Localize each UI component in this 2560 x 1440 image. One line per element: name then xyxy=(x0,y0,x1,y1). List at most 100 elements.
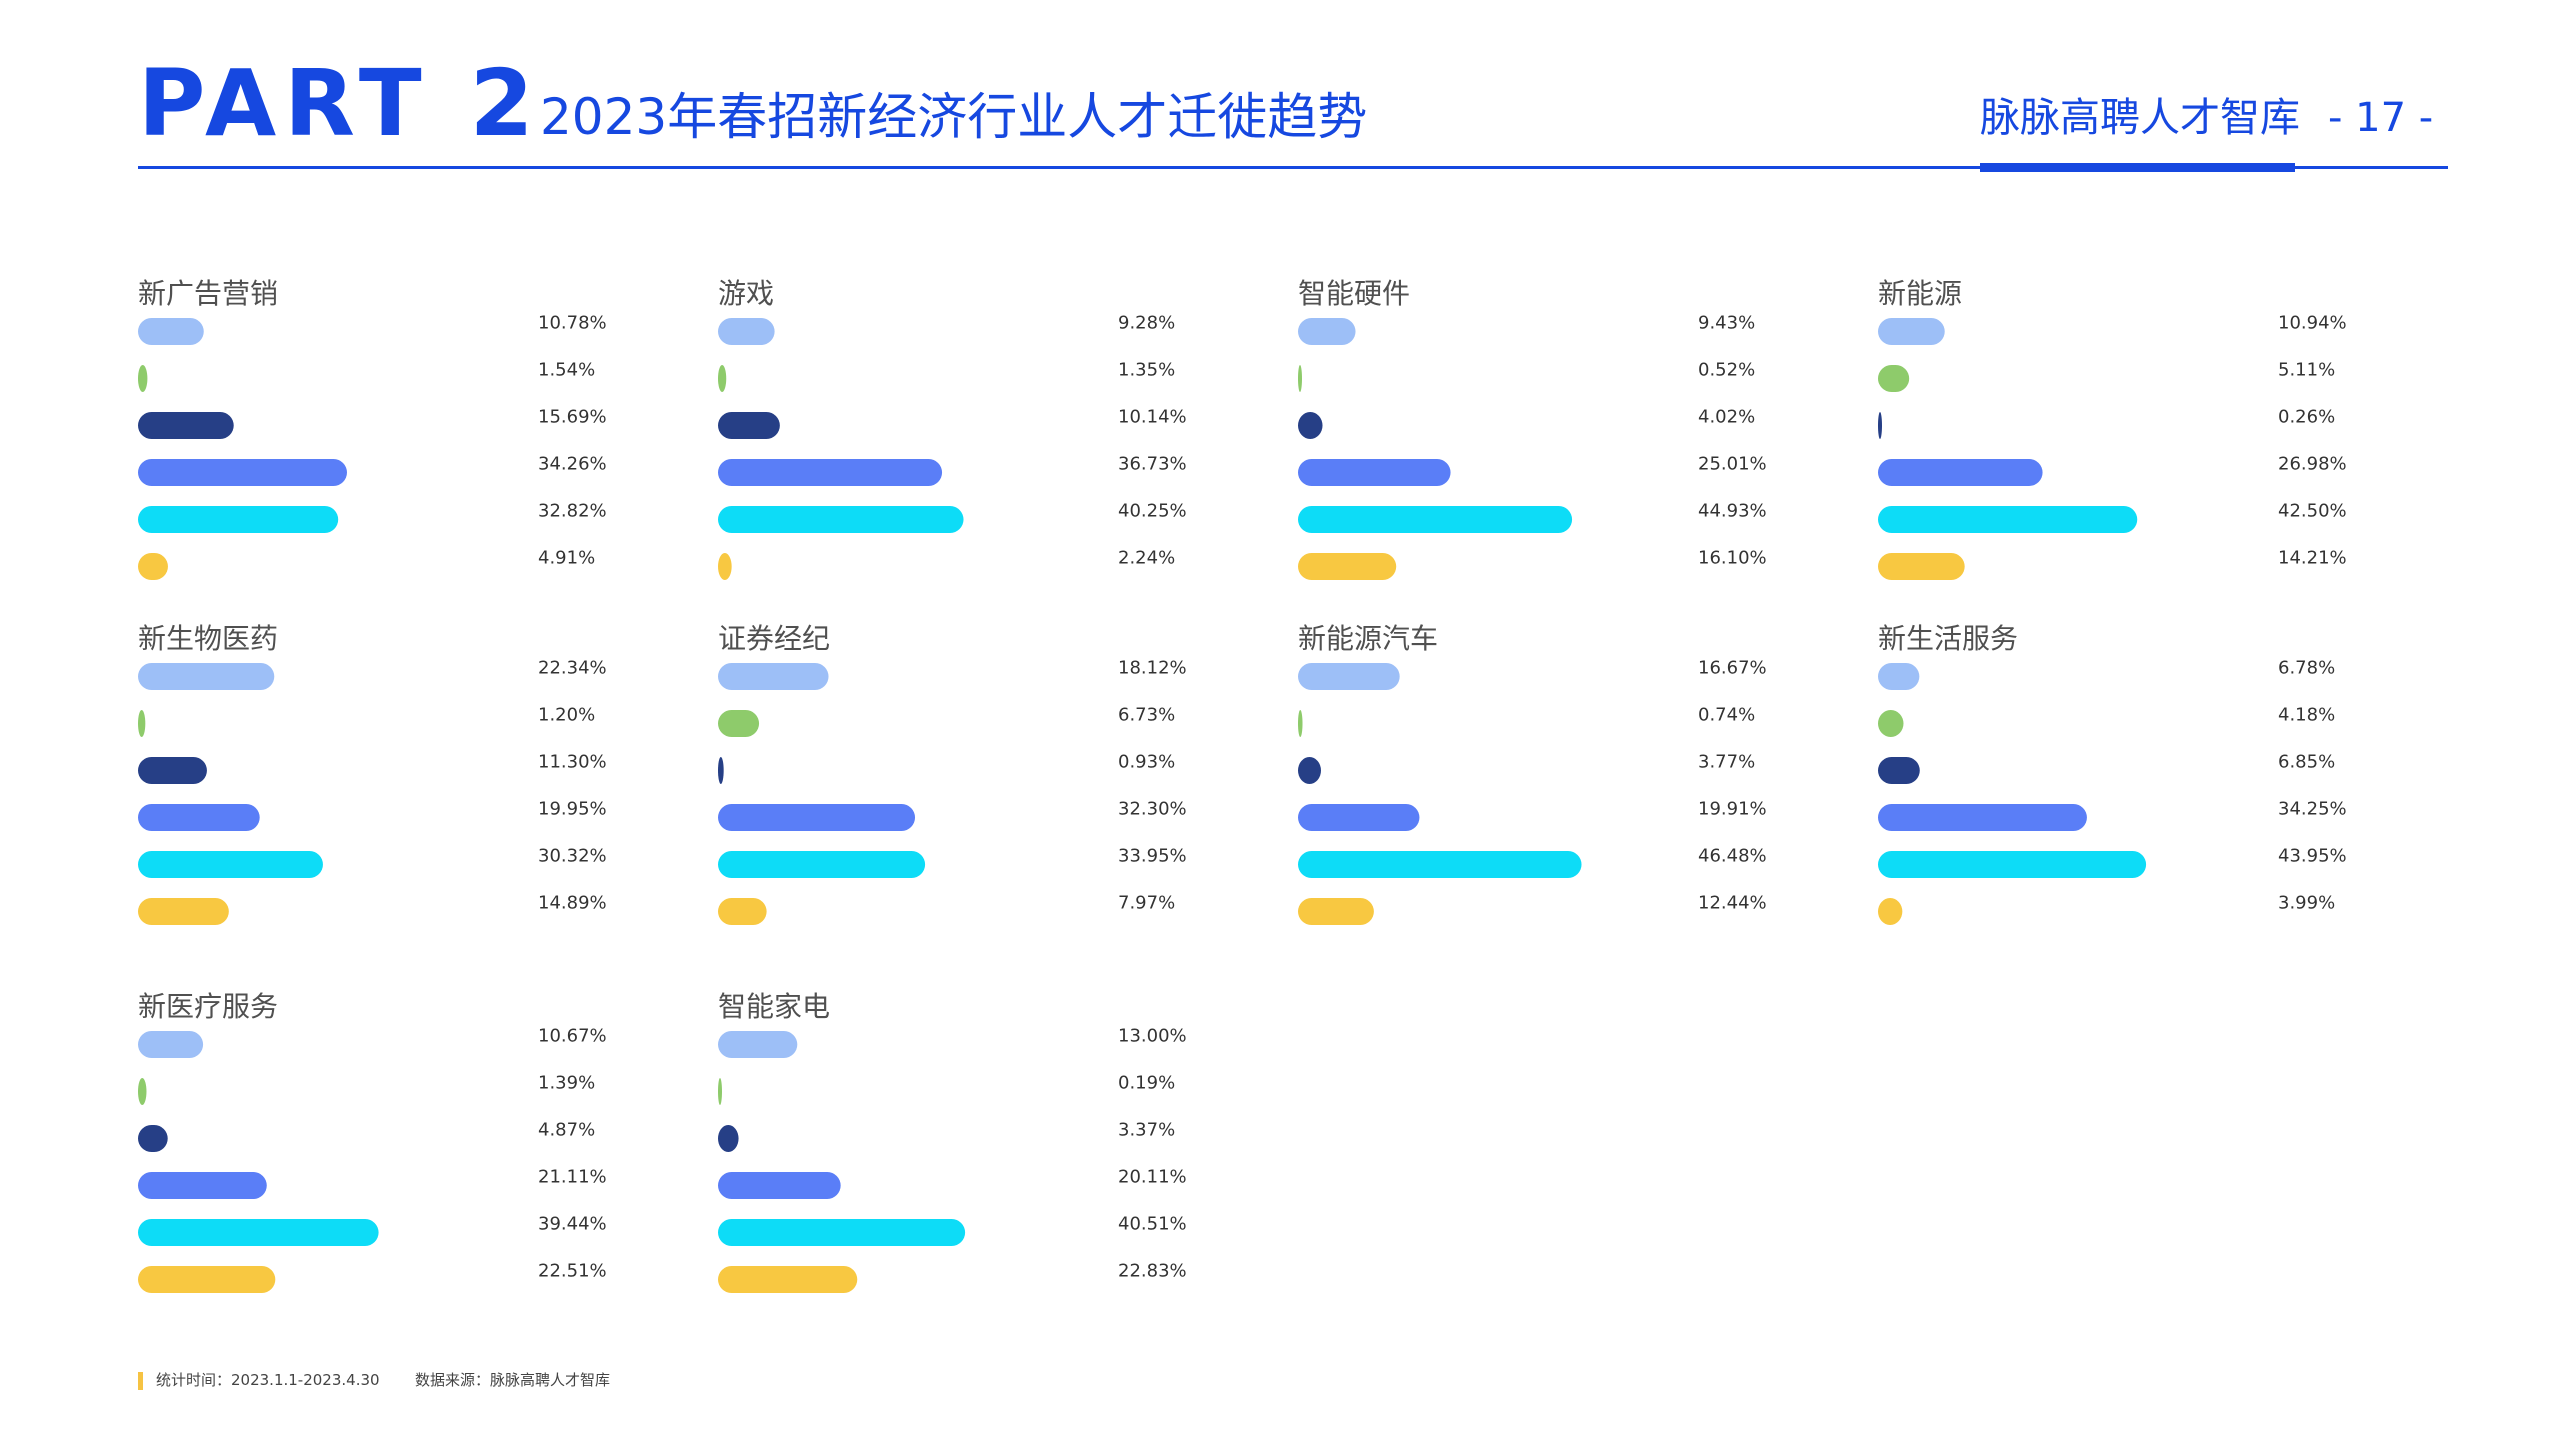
bar-chart: 22.34% 1.20% 11.30% 19.95% 30.32% 14.89% xyxy=(138,658,607,925)
chart-panel: 新能源汽车 16.67% 0.74% 3.77% 19.91% 46.48% 12.44% xyxy=(1298,625,1858,945)
chart-bar xyxy=(1298,757,1321,784)
chart-bar xyxy=(138,365,148,392)
chart-bar xyxy=(718,1125,739,1152)
bar-chart: 13.00% 0.19% 3.37% 20.11% 40.51% 22.83% xyxy=(718,1026,1187,1293)
data-label: 7.97% xyxy=(1118,893,1175,914)
chart-bar xyxy=(138,459,347,486)
data-label: 3.77% xyxy=(1698,752,1755,773)
data-label: 10.94% xyxy=(2278,313,2347,334)
chart-bar xyxy=(138,553,168,580)
data-label: 42.50% xyxy=(2278,501,2347,522)
chart-bar xyxy=(138,1172,267,1199)
chart-bar xyxy=(1878,365,1910,392)
data-label: 3.99% xyxy=(2278,893,2335,914)
chart-bar xyxy=(138,851,323,878)
chart-bar xyxy=(1298,553,1397,580)
chart-title: 证券经纪 xyxy=(718,622,831,655)
header-divider-accent xyxy=(1980,163,2295,172)
chart-bar xyxy=(1878,898,1903,925)
chart-bar xyxy=(718,710,760,737)
data-label: 4.87% xyxy=(538,1120,595,1141)
data-label: 21.11% xyxy=(538,1167,607,1188)
page-number: - 17 - xyxy=(2328,95,2434,141)
chart-bar xyxy=(1298,663,1400,690)
chart-title: 智能硬件 xyxy=(1298,277,1411,310)
chart-bar xyxy=(718,1266,858,1293)
data-label: 9.28% xyxy=(1118,313,1175,334)
chart-bar xyxy=(138,1031,204,1058)
bar-chart: 9.43% 0.52% 4.02% 25.01% 44.93% 16.10% xyxy=(1298,313,1767,580)
data-label: 14.89% xyxy=(538,893,607,914)
data-label: 14.21% xyxy=(2278,548,2347,569)
data-label: 36.73% xyxy=(1118,454,1187,475)
chart-bar xyxy=(718,506,964,533)
data-label: 1.20% xyxy=(538,705,595,726)
data-label: 18.12% xyxy=(1118,658,1187,679)
data-label: 5.11% xyxy=(2278,360,2335,381)
header-divider xyxy=(138,166,2448,169)
data-label: 4.18% xyxy=(2278,705,2335,726)
data-label: 46.48% xyxy=(1698,846,1767,867)
bar-chart: 10.78% 1.54% 15.69% 34.26% 32.82% 4.91% xyxy=(138,313,607,580)
data-label: 19.95% xyxy=(538,799,607,820)
bar-chart: 6.78% 4.18% 6.85% 34.25% 43.95% 3.99% xyxy=(1878,658,2347,925)
chart-title: 新能源 xyxy=(1878,277,1963,310)
chart-bar xyxy=(1298,898,1374,925)
data-label: 16.67% xyxy=(1698,658,1767,679)
chart-bar xyxy=(1298,318,1356,345)
data-label: 33.95% xyxy=(1118,846,1187,867)
data-label: 15.69% xyxy=(538,407,607,428)
chart-bar xyxy=(138,710,146,737)
chart-bar xyxy=(1878,663,1920,690)
chart-bar xyxy=(1298,506,1573,533)
chart-bar xyxy=(138,804,260,831)
chart-bar xyxy=(138,663,275,690)
chart-bar xyxy=(1298,804,1420,831)
page-header: PART 2 2023年春招新经济行业人才迁徙趋势 脉脉高聘人才智库 - 17 … xyxy=(0,0,2560,180)
chart-bar xyxy=(1878,412,1882,439)
chart-bar xyxy=(1878,851,2147,878)
chart-bar xyxy=(138,318,204,345)
data-label: 11.30% xyxy=(538,752,607,773)
chart-bar xyxy=(718,1219,966,1246)
chart-panel: 新生物医药 22.34% 1.20% 11.30% 19.95% 30.32% 14.89… xyxy=(138,625,698,945)
chart-bar xyxy=(1298,365,1302,392)
data-label: 0.26% xyxy=(2278,407,2335,428)
data-label: 10.67% xyxy=(538,1026,607,1047)
chart-bar xyxy=(718,412,780,439)
chart-bar xyxy=(718,1172,841,1199)
data-label: 19.91% xyxy=(1698,799,1767,820)
chart-title: 新医疗服务 xyxy=(138,990,279,1023)
chart-bar xyxy=(138,757,207,784)
data-label: 26.98% xyxy=(2278,454,2347,475)
data-label: 4.91% xyxy=(538,548,595,569)
data-label: 34.26% xyxy=(538,454,607,475)
chart-title: 智能家电 xyxy=(718,990,831,1023)
footer-stat-time: 统计时间：2023.1.1-2023.4.30 xyxy=(156,1371,380,1389)
chart-bar xyxy=(718,553,732,580)
chart-bar xyxy=(718,318,775,345)
data-label: 4.02% xyxy=(1698,407,1755,428)
chart-bar xyxy=(718,898,767,925)
chart-panel: 新广告营销 10.78% 1.54% 15.69% 34.26% 32.82% 4.91% xyxy=(138,280,698,600)
data-label: 0.52% xyxy=(1698,360,1755,381)
chart-panel: 证券经纪 18.12% 6.73% 0.93% 32.30% 33.95% 7.97% xyxy=(718,625,1278,945)
data-label: 25.01% xyxy=(1698,454,1767,475)
data-label: 32.30% xyxy=(1118,799,1187,820)
chart-bar xyxy=(138,506,339,533)
chart-bar xyxy=(1878,804,2087,831)
data-label: 34.25% xyxy=(2278,799,2347,820)
chart-title: 游戏 xyxy=(718,277,775,310)
data-label: 44.93% xyxy=(1698,501,1767,522)
chart-bar xyxy=(1878,506,2138,533)
data-label: 20.11% xyxy=(1118,1167,1187,1188)
chart-panel: 新医疗服务 10.67% 1.39% 4.87% 21.11% 39.44% 22.51% xyxy=(138,993,698,1313)
chart-bar xyxy=(1878,757,1920,784)
data-label: 2.24% xyxy=(1118,548,1175,569)
data-label: 13.00% xyxy=(1118,1026,1187,1047)
chart-bar xyxy=(718,459,943,486)
chart-bar xyxy=(718,851,926,878)
data-label: 0.19% xyxy=(1118,1073,1175,1094)
chart-bar xyxy=(138,898,229,925)
data-label: 22.51% xyxy=(538,1261,607,1282)
